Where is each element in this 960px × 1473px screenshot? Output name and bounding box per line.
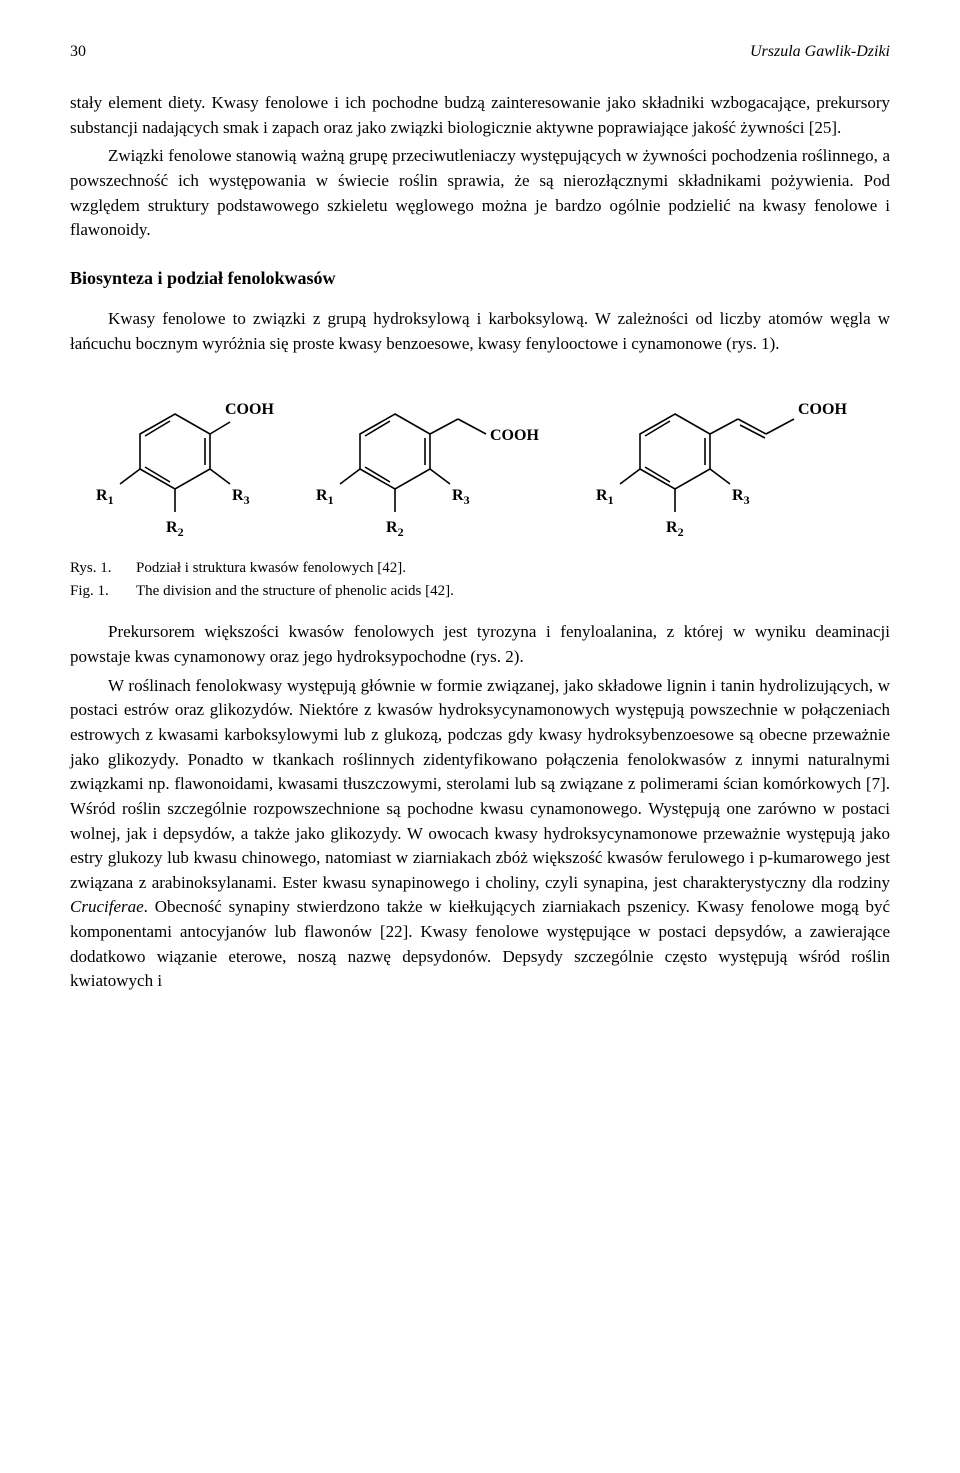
- page-header: 30 Urszula Gawlik-Dziki: [70, 40, 890, 63]
- author-name: Urszula Gawlik-Dziki: [750, 40, 890, 63]
- section-heading: Biosynteza i podział fenolokwasów: [70, 265, 890, 291]
- r3-label: R3: [452, 487, 470, 507]
- paragraph-3: Kwasy fenolowe to związki z grupą hydrok…: [70, 307, 890, 356]
- paragraph-4b-part1: W roślinach fenolokwasy występują główni…: [70, 676, 890, 892]
- cooh-label: COOH: [798, 401, 847, 418]
- paragraph-4b: W roślinach fenolokwasy występują główni…: [70, 674, 890, 994]
- cooh-label: COOH: [225, 401, 274, 418]
- r1-label: R1: [596, 487, 614, 507]
- r2-label: R2: [166, 519, 184, 539]
- r2-label: R2: [666, 519, 684, 539]
- paragraph-1: stały element diety. Kwasy fenolowe i ic…: [70, 91, 890, 140]
- structure-cinnamic: COOH R1 R2 R3: [580, 384, 880, 539]
- page-number: 30: [70, 40, 86, 63]
- r1-label: R1: [316, 487, 334, 507]
- figure-caption: Rys. 1. Podział i struktura kwasów fenol…: [70, 557, 890, 602]
- paragraph-2: Związki fenolowe stanowią ważną grupę pr…: [70, 144, 890, 243]
- caption-fig-text: The division and the structure of phenol…: [136, 580, 454, 603]
- caption-fig-label: Fig. 1.: [70, 580, 136, 603]
- r2-label: R2: [386, 519, 404, 539]
- genus-name: Cruciferae: [70, 897, 144, 916]
- r3-label: R3: [732, 487, 750, 507]
- paragraph-4b-part2: . Obecność synapiny stwierdzono także w …: [70, 897, 890, 990]
- r3-label: R3: [232, 487, 250, 507]
- caption-rys-text: Podział i struktura kwasów fenolowych [4…: [136, 557, 406, 580]
- cooh-label: COOH: [490, 427, 539, 444]
- structure-benzoic: COOH R1 R2 R3: [80, 384, 280, 539]
- paragraph-4a: Prekursorem większości kwasów fenolowych…: [70, 620, 890, 669]
- r1-label: R1: [96, 487, 114, 507]
- chemical-structures-row: COOH R1 R2 R3 COOH R1 R2: [70, 384, 890, 539]
- caption-rys-label: Rys. 1.: [70, 557, 136, 580]
- structure-phenylacetic: COOH R1 R2 R3: [300, 384, 560, 539]
